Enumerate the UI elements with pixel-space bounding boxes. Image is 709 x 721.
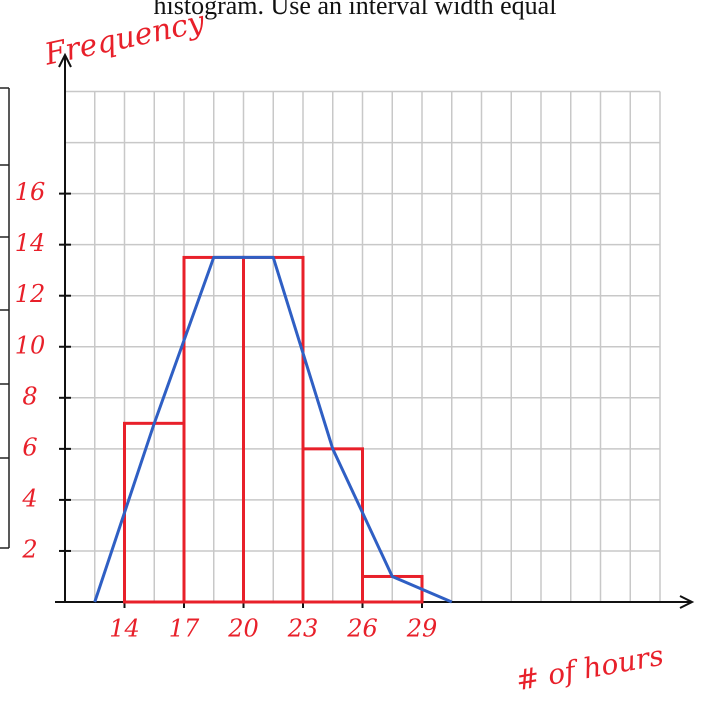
x-tick-label: 26 [346,615,378,643]
y-axis-label: Frequency [41,4,209,72]
y-tick-label: 4 [21,484,37,512]
plot: 2 4 6 8 10 12 14 16 14 17 20 23 26 29 [15,178,453,643]
y-axis-arrow [58,52,72,68]
x-axis-arrow [679,595,695,609]
header-text: histogram. Use an interval width equal [154,0,557,20]
x-tick-label: 20 [227,615,259,643]
y-tick-label: 14 [15,229,46,257]
x-tick-label: 14 [109,615,140,643]
table-fragment [0,87,10,549]
y-tick-label: 16 [15,178,46,206]
y-tick-label: 10 [15,331,46,359]
x-tick-label: 17 [169,615,200,643]
y-tick-label: 12 [15,280,46,308]
y-tick-label: 6 [22,433,37,461]
frequency-polygon [93,255,453,604]
x-axis-label: # of hours [513,639,666,697]
x-tick-label: 29 [406,615,438,643]
y-tick-label: 2 [21,535,37,563]
y-tick-label: 8 [22,382,37,410]
x-tick-label: 23 [287,615,319,643]
